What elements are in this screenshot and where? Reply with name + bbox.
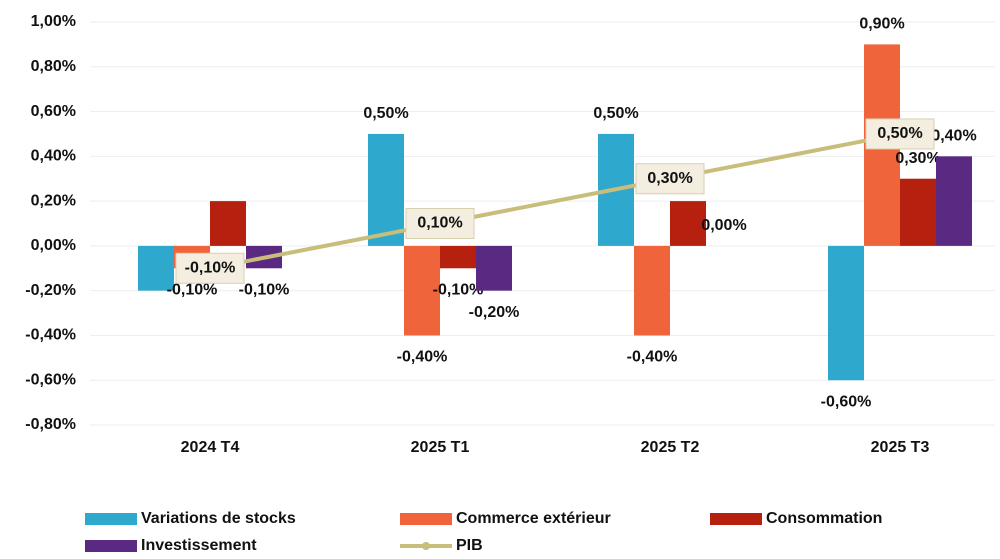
y-tick-label: 0,00% <box>31 237 76 254</box>
data-label: 0,30% <box>647 170 692 187</box>
bar <box>828 245 864 381</box>
data-label: -0,40% <box>397 349 448 366</box>
x-tick-label: 2024 T4 <box>181 439 240 456</box>
y-tick-label: -0,40% <box>25 327 76 344</box>
data-label-box <box>405 208 475 239</box>
data-label-box <box>175 252 245 284</box>
bar <box>900 178 936 246</box>
bar <box>138 245 174 291</box>
bar <box>634 245 670 336</box>
x-tick-label: 2025 T1 <box>411 439 470 456</box>
data-label: 0,50% <box>593 105 638 122</box>
data-label-box <box>865 118 935 150</box>
bar <box>670 201 706 246</box>
legend-label: PIB <box>456 537 483 554</box>
data-label: 0,50% <box>877 125 922 142</box>
legend-swatch <box>85 513 137 525</box>
line <box>209 131 901 271</box>
y-tick-label: -0,80% <box>25 416 76 433</box>
bar <box>404 245 440 336</box>
data-label: -0,10% <box>167 281 218 298</box>
data-label: 0,30% <box>895 150 940 167</box>
legend-swatch <box>400 513 452 525</box>
data-label: 0,10% <box>417 215 462 232</box>
y-tick-label: 0,80% <box>31 58 76 75</box>
bar <box>210 201 246 246</box>
legend-swatch <box>710 513 762 525</box>
data-label: -0,20% <box>469 304 520 321</box>
legend-label: Commerce extérieur <box>456 510 611 527</box>
y-tick-label: 0,60% <box>31 103 76 120</box>
bar <box>440 245 476 269</box>
data-label: 0,50% <box>363 105 408 122</box>
bar <box>476 245 512 291</box>
data-label: 0,90% <box>859 16 904 33</box>
data-label: 0,40% <box>931 128 976 145</box>
legend-swatch <box>85 540 137 552</box>
legend-swatch <box>422 542 430 550</box>
x-tick-label: 2025 T2 <box>641 439 700 456</box>
y-tick-label: -0,60% <box>25 371 76 388</box>
y-tick-label: -0,20% <box>25 282 76 299</box>
data-label: -0,10% <box>185 259 236 276</box>
data-label-box <box>635 163 705 195</box>
y-tick-label: 0,20% <box>31 192 76 209</box>
data-label: -0,40% <box>627 349 678 366</box>
legend-label: Investissement <box>141 537 257 554</box>
y-tick-label: 1,00% <box>31 13 76 30</box>
x-tick-label: 2025 T3 <box>871 439 930 456</box>
data-label: -0,10% <box>433 281 484 298</box>
bar <box>936 156 972 246</box>
data-label: -0,10% <box>239 281 290 298</box>
bar <box>368 133 404 246</box>
legend-label: Variations de stocks <box>141 510 296 527</box>
data-label: -0,60% <box>821 393 872 410</box>
data-label: 0,00% <box>701 217 746 234</box>
y-tick-label: 0,40% <box>31 148 76 165</box>
legend-label: Consommation <box>766 510 882 527</box>
